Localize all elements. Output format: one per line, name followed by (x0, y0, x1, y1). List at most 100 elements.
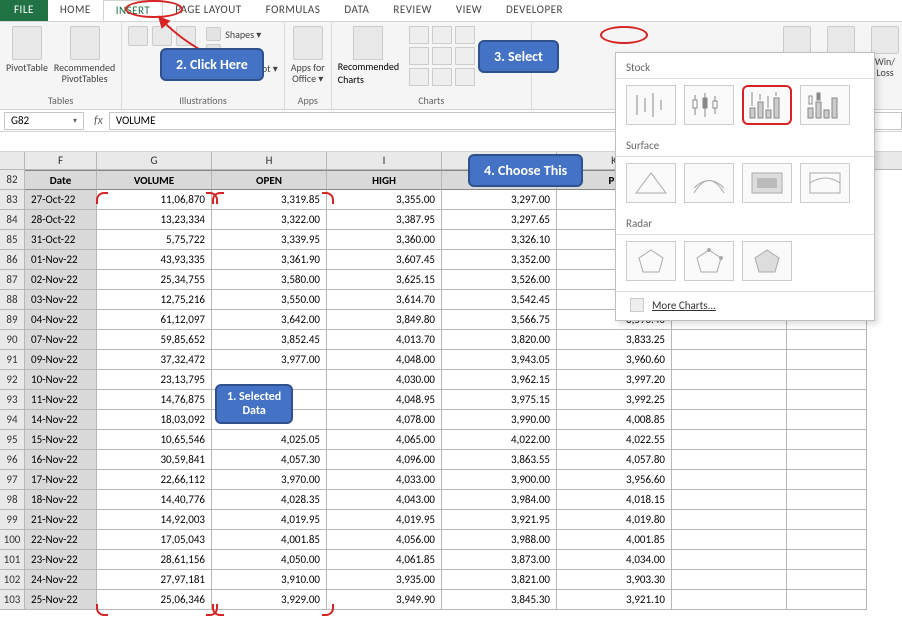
empty-cell[interactable] (787, 470, 867, 490)
data-cell[interactable]: 3,921.10 (557, 590, 672, 610)
data-cell[interactable]: 13,23,334 (97, 210, 212, 230)
data-cell[interactable]: 22-Nov-22 (25, 530, 97, 550)
row-number[interactable]: 84 (0, 210, 24, 230)
fx-label[interactable]: fx (88, 114, 109, 128)
data-cell[interactable]: 3,921.95 (442, 510, 557, 530)
data-cell[interactable]: 3,542.45 (442, 290, 557, 310)
row-number[interactable]: 95 (0, 430, 24, 450)
chart-line-button[interactable] (409, 47, 429, 65)
data-cell[interactable]: 3,929.00 (212, 590, 327, 610)
data-cell[interactable]: 4,034.00 (557, 550, 672, 570)
row-number[interactable]: 101 (0, 550, 24, 570)
data-cell[interactable]: 5,75,722 (97, 230, 212, 250)
more-charts-button[interactable]: More Charts... (616, 291, 874, 314)
row-number[interactable]: 88 (0, 290, 24, 310)
row-number[interactable]: 99 (0, 510, 24, 530)
row-number[interactable]: 93 (0, 390, 24, 410)
empty-cell[interactable] (672, 330, 787, 350)
data-cell[interactable]: 3,997.20 (557, 370, 672, 390)
data-cell[interactable]: 3,580.00 (212, 270, 327, 290)
chart-area-button[interactable] (432, 47, 452, 65)
data-cell[interactable]: 4,022.00 (442, 430, 557, 450)
empty-cell[interactable] (787, 350, 867, 370)
row-number[interactable]: 103 (0, 590, 24, 610)
data-cell[interactable]: 17-Nov-22 (25, 470, 97, 490)
data-cell[interactable]: 02-Nov-22 (25, 270, 97, 290)
data-cell[interactable]: 4,056.00 (327, 530, 442, 550)
data-cell[interactable]: 4,008.85 (557, 410, 672, 430)
data-cell[interactable]: 4,043.00 (327, 490, 442, 510)
data-cell[interactable]: 30,59,841 (97, 450, 212, 470)
data-cell[interactable]: 31-Oct-22 (25, 230, 97, 250)
data-cell[interactable]: 3,977.00 (212, 350, 327, 370)
data-cell[interactable]: 3,900.00 (442, 470, 557, 490)
data-cell[interactable]: 4,096.00 (327, 450, 442, 470)
radar-thumb[interactable] (626, 241, 676, 281)
data-cell[interactable]: 27,97,181 (97, 570, 212, 590)
col-header-H[interactable]: H (212, 152, 327, 169)
empty-cell[interactable] (787, 390, 867, 410)
data-cell[interactable]: 4,018.15 (557, 490, 672, 510)
empty-cell[interactable] (672, 410, 787, 430)
row-number[interactable]: 89 (0, 310, 24, 330)
row-number[interactable]: 90 (0, 330, 24, 350)
data-cell[interactable]: 14-Nov-22 (25, 410, 97, 430)
data-cell[interactable]: 3,960.60 (557, 350, 672, 370)
empty-cell[interactable] (787, 510, 867, 530)
empty-cell[interactable] (787, 570, 867, 590)
radar-filled-thumb[interactable] (742, 241, 792, 281)
empty-cell[interactable] (787, 410, 867, 430)
data-cell[interactable]: 4,022.55 (557, 430, 672, 450)
empty-cell[interactable] (672, 490, 787, 510)
data-cell[interactable]: 14,76,875 (97, 390, 212, 410)
row-number[interactable]: 94 (0, 410, 24, 430)
name-box[interactable]: G82 (4, 112, 84, 130)
data-cell[interactable]: 61,12,097 (97, 310, 212, 330)
data-cell[interactable]: 4,050.00 (212, 550, 327, 570)
data-cell[interactable]: 3,614.70 (327, 290, 442, 310)
empty-cell[interactable] (672, 450, 787, 470)
data-cell[interactable]: 3,361.90 (212, 250, 327, 270)
data-cell[interactable]: 3,852.45 (212, 330, 327, 350)
data-cell[interactable]: 23,13,795 (97, 370, 212, 390)
empty-cell[interactable] (787, 430, 867, 450)
data-cell[interactable]: 4,065.00 (327, 430, 442, 450)
empty-cell[interactable] (672, 570, 787, 590)
data-cell[interactable]: 4,028.35 (212, 490, 327, 510)
data-cell[interactable]: 4,013.70 (327, 330, 442, 350)
data-cell[interactable]: 59,85,652 (97, 330, 212, 350)
data-cell[interactable]: 4,078.00 (327, 410, 442, 430)
empty-cell[interactable] (787, 450, 867, 470)
data-cell[interactable]: 3,970.00 (212, 470, 327, 490)
radar-markers-thumb[interactable] (684, 241, 734, 281)
empty-cell[interactable] (672, 370, 787, 390)
data-cell[interactable]: 3,607.45 (327, 250, 442, 270)
data-cell[interactable]: 3,988.00 (442, 530, 557, 550)
data-cell[interactable]: 3,339.95 (212, 230, 327, 250)
data-cell[interactable]: 21-Nov-22 (25, 510, 97, 530)
data-cell[interactable]: 3,984.00 (442, 490, 557, 510)
stock-vohlc-thumb[interactable] (800, 85, 850, 125)
data-cell[interactable]: 3,949.90 (327, 590, 442, 610)
chart-bar-button[interactable] (432, 26, 452, 44)
empty-cell[interactable] (672, 530, 787, 550)
data-cell[interactable]: 3,990.00 (442, 410, 557, 430)
empty-cell[interactable] (787, 590, 867, 610)
chart-combo-button[interactable] (432, 68, 452, 86)
chart-pie-button[interactable] (409, 68, 429, 86)
data-cell[interactable]: 24-Nov-22 (25, 570, 97, 590)
tab-review[interactable]: REVIEW (381, 0, 444, 21)
data-cell[interactable]: 04-Nov-22 (25, 310, 97, 330)
data-cell[interactable]: 4,025.05 (212, 430, 327, 450)
data-cell[interactable]: 22,66,112 (97, 470, 212, 490)
data-cell[interactable]: 3,322.00 (212, 210, 327, 230)
empty-cell[interactable] (787, 550, 867, 570)
row-number[interactable]: 102 (0, 570, 24, 590)
data-cell[interactable]: 43,93,335 (97, 250, 212, 270)
data-cell[interactable]: 3,820.00 (442, 330, 557, 350)
row-number[interactable]: 82 (0, 170, 24, 190)
tab-formulas[interactable]: FORMULAS (254, 0, 333, 21)
row-number[interactable]: 87 (0, 270, 24, 290)
empty-cell[interactable] (672, 510, 787, 530)
row-number[interactable]: 91 (0, 350, 24, 370)
